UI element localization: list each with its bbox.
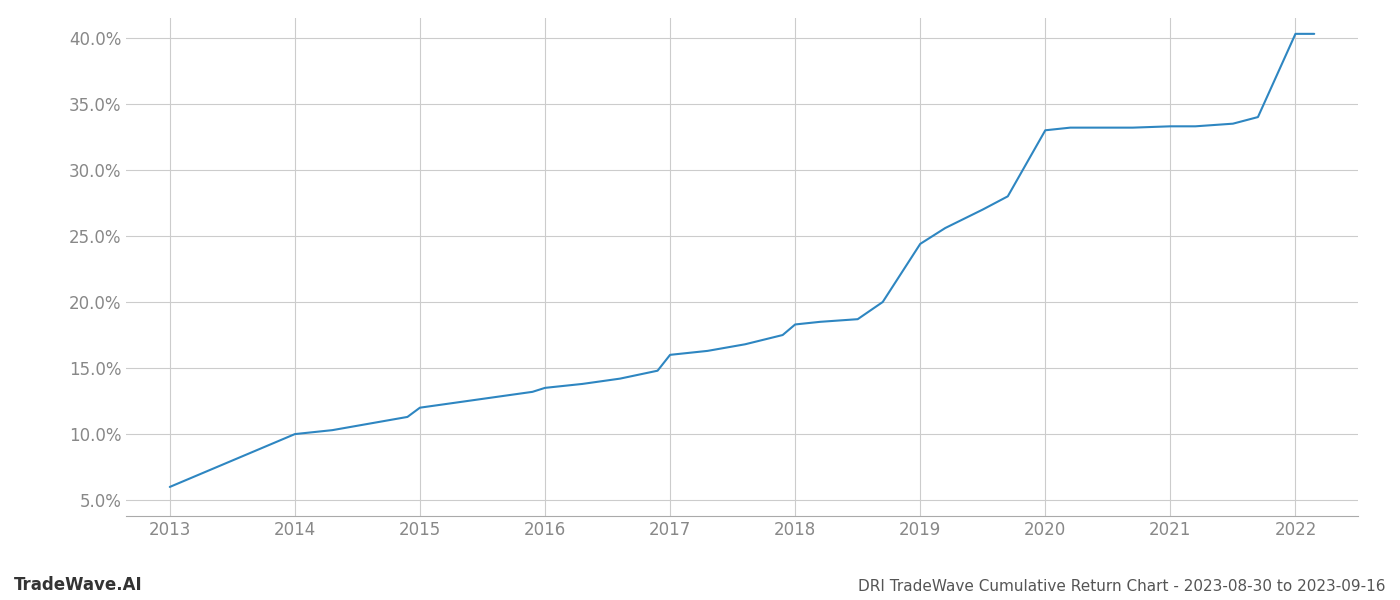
Text: TradeWave.AI: TradeWave.AI bbox=[14, 576, 143, 594]
Text: DRI TradeWave Cumulative Return Chart - 2023-08-30 to 2023-09-16: DRI TradeWave Cumulative Return Chart - … bbox=[858, 579, 1386, 594]
